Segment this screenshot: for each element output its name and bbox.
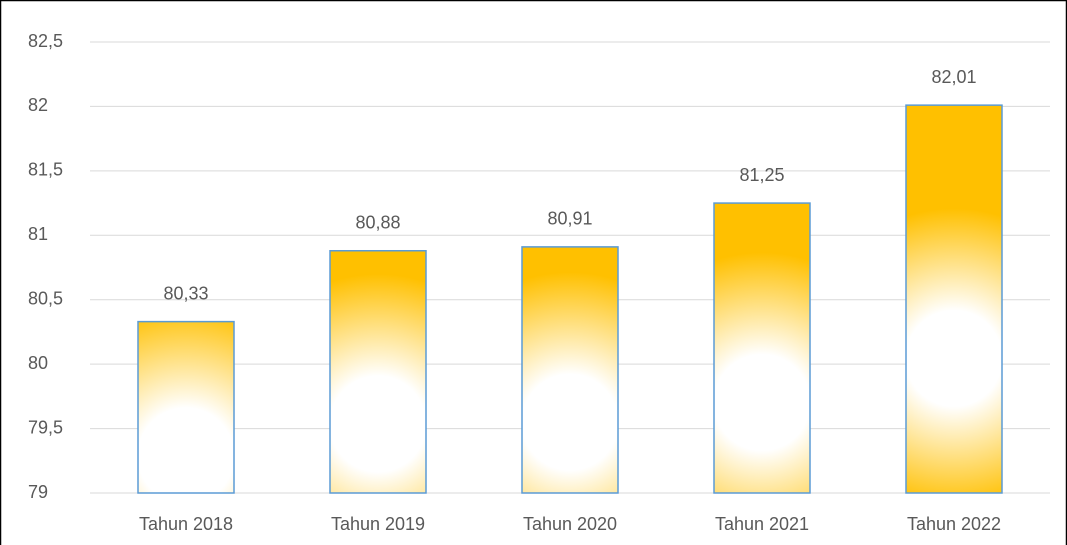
data-label: 80,33 xyxy=(163,283,208,303)
bar xyxy=(905,104,1003,494)
bar xyxy=(329,249,427,494)
data-label: 80,88 xyxy=(355,212,400,232)
y-tick-label: 82 xyxy=(28,95,48,115)
x-tick-label: Tahun 2021 xyxy=(715,514,809,534)
y-tick-label: 79,5 xyxy=(28,417,63,437)
y-tick-label: 81 xyxy=(28,224,48,244)
data-label: 82,01 xyxy=(931,67,976,87)
y-tick-label: 81,5 xyxy=(28,160,63,180)
y-tick-label: 80 xyxy=(28,353,48,373)
data-label: 81,25 xyxy=(739,165,784,185)
bar xyxy=(713,202,811,494)
y-tick-label: 80,5 xyxy=(28,288,63,308)
x-tick-label: Tahun 2020 xyxy=(523,514,617,534)
y-tick-label: 82,5 xyxy=(28,31,63,51)
y-tick-label: 79 xyxy=(28,482,48,502)
x-tick-label: Tahun 2022 xyxy=(907,514,1001,534)
bar xyxy=(521,246,619,494)
x-tick-label: Tahun 2019 xyxy=(331,514,425,534)
bar xyxy=(137,320,235,494)
data-label: 80,91 xyxy=(547,209,592,229)
x-tick-label: Tahun 2018 xyxy=(139,514,233,534)
